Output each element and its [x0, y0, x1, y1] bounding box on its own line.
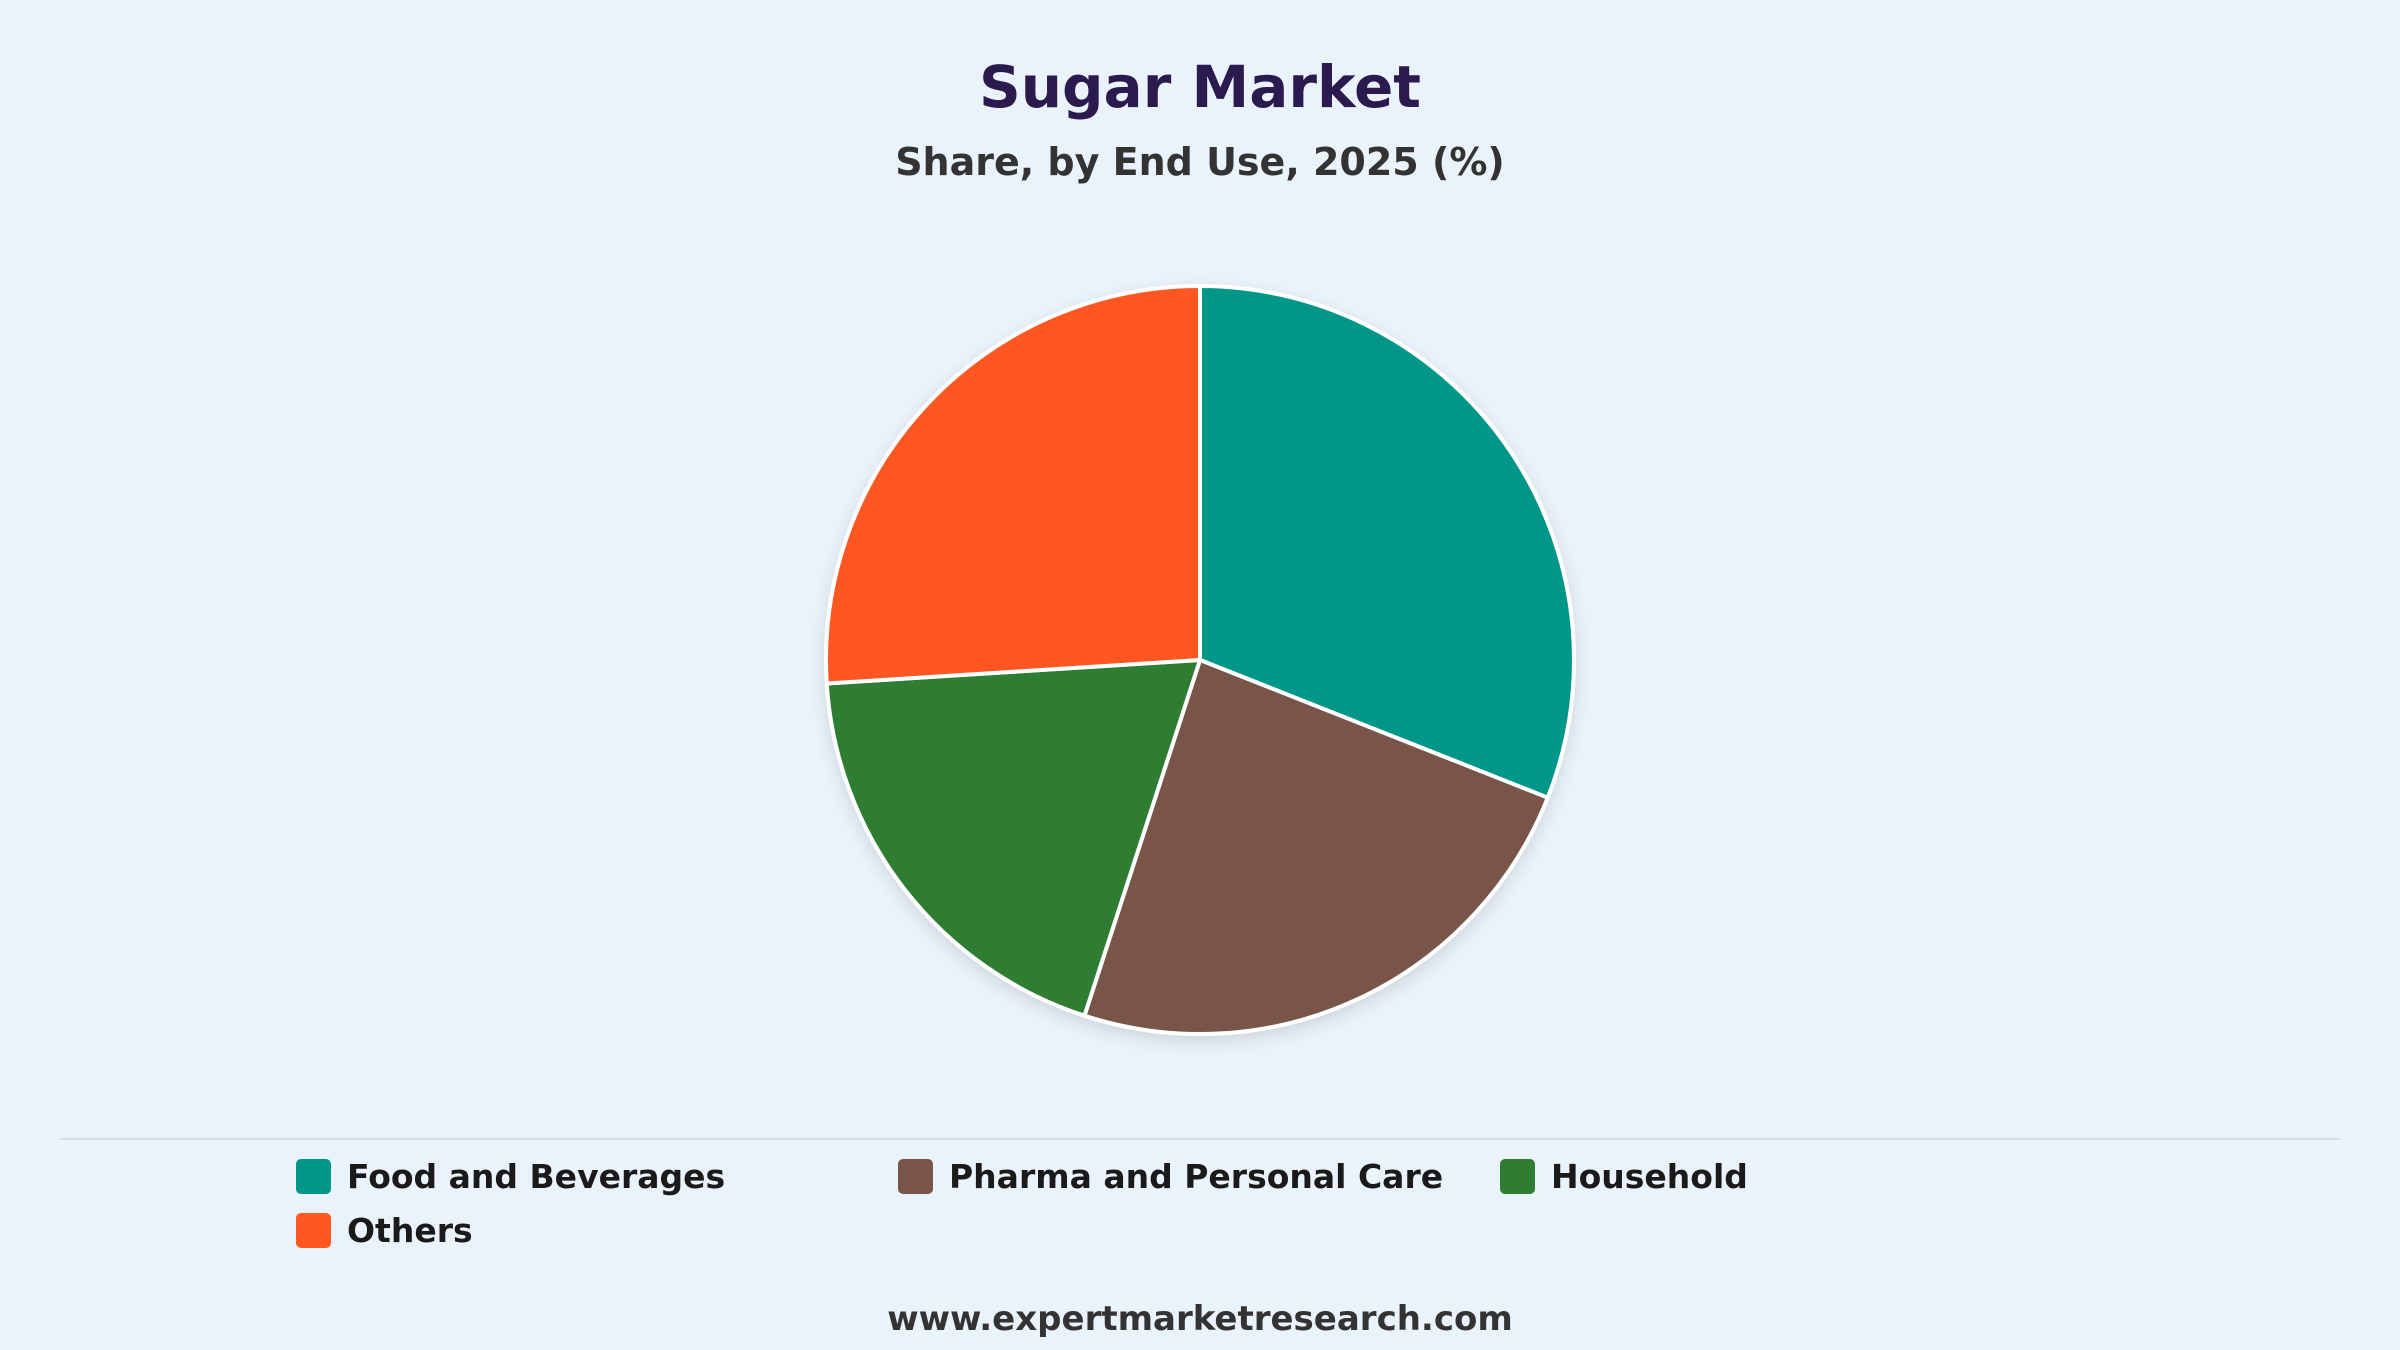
legend-swatch [1500, 1158, 1535, 1194]
pie-chart [824, 284, 1577, 1036]
legend-item-others[interactable]: Others [296, 1210, 473, 1250]
legend-label: Others [347, 1210, 473, 1250]
legend-item-household[interactable]: Household [1500, 1156, 1748, 1196]
legend-divider [60, 1138, 2340, 1140]
legend-item-food-and-beverages[interactable]: Food and Beverages [296, 1156, 725, 1196]
chart-title: Sugar Market [978, 53, 1422, 121]
legend-label: Household [1551, 1156, 1748, 1196]
pie-slice-pharma-and-personal-care[interactable] [1082, 658, 1550, 1036]
legend-item-pharma-and-personal-care[interactable]: Pharma and Personal Care [898, 1156, 1443, 1196]
pie-slice-others[interactable] [824, 284, 1202, 686]
legend-swatch [898, 1158, 933, 1194]
legend-swatch [296, 1158, 331, 1194]
chart-subtitle: Share, by End Use, 2025 (%) [895, 140, 1505, 184]
pie-slice-household[interactable] [824, 658, 1202, 1018]
source-url[interactable]: www.expertmarketresearch.com [887, 1299, 1513, 1339]
legend-label: Pharma and Personal Care [949, 1156, 1444, 1196]
legend-swatch [296, 1212, 331, 1248]
legend-label: Food and Beverages [347, 1156, 726, 1196]
pie-slice-food-and-beverages[interactable] [1198, 284, 1577, 800]
